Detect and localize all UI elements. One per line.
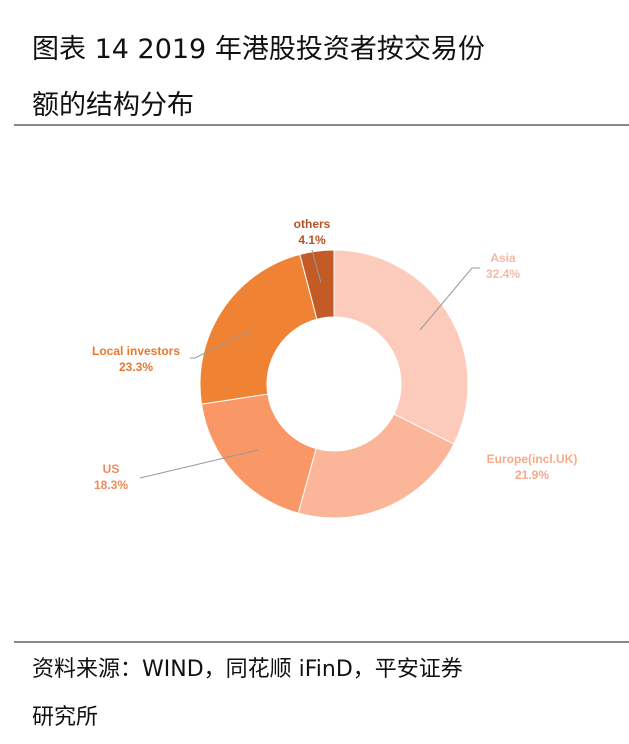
slice-local-investors — [199, 253, 318, 405]
slice-asia — [333, 249, 469, 445]
top-divider — [14, 124, 629, 126]
leader-line — [139, 449, 259, 479]
leader-line — [311, 249, 322, 284]
leader-line — [190, 329, 253, 359]
source-line-2: 研究所 — [32, 705, 99, 730]
category-label: Europe(incl.UK) — [487, 452, 578, 466]
value-label: 18.3% — [94, 478, 128, 492]
category-label: Asia — [490, 251, 516, 265]
leader-line — [419, 267, 480, 331]
value-label: 32.4% — [486, 267, 520, 281]
source-note: 资料来源：WIND，同花顺 iFinD，平安证券 研究所 — [32, 646, 612, 742]
value-label: 4.1% — [298, 233, 326, 247]
value-label: 21.9% — [515, 468, 549, 482]
title-line-2: 额的结构分布 — [32, 90, 194, 121]
category-label: Local investors — [92, 344, 180, 358]
slice-us — [200, 393, 317, 514]
title-line-1: 图表 14 2019 年港股投资者按交易份 — [32, 34, 485, 65]
slice-europe-incl-uk — [297, 413, 455, 519]
bottom-divider — [14, 641, 629, 643]
category-label: US — [103, 462, 120, 476]
category-label: others — [294, 217, 331, 231]
figure-title: 图表 14 2019 年港股投资者按交易份 额的结构分布 — [32, 22, 612, 134]
source-line-1: 资料来源：WIND，同花顺 iFinD，平安证券 — [32, 657, 463, 682]
slice-others — [299, 249, 335, 320]
value-label: 23.3% — [119, 360, 153, 374]
